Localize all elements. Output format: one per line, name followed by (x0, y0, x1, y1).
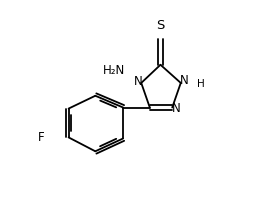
Text: H: H (197, 79, 205, 89)
Text: N: N (179, 74, 188, 87)
Text: N: N (172, 102, 181, 115)
Text: N: N (134, 75, 142, 88)
Text: H₂N: H₂N (103, 64, 125, 77)
Text: S: S (156, 19, 165, 32)
Text: F: F (38, 131, 44, 144)
